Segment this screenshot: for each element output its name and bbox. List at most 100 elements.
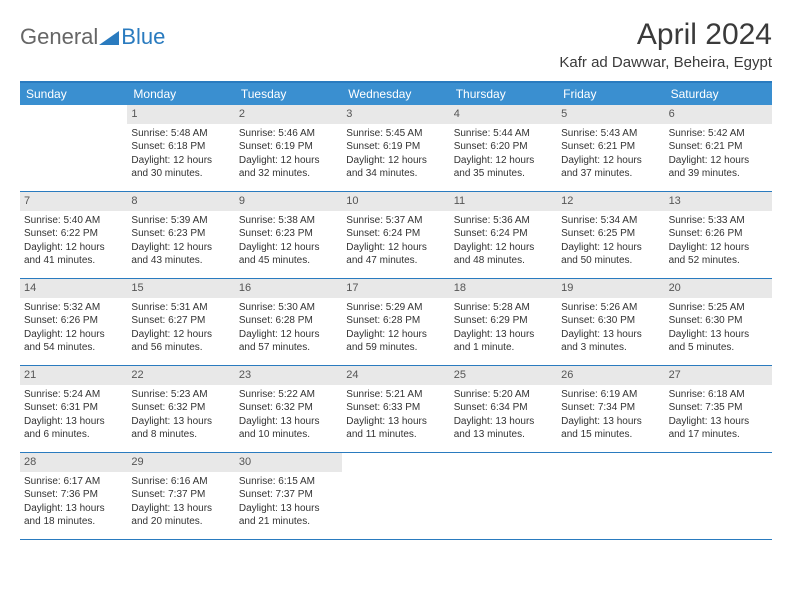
daylight-text: and 10 minutes. [239, 428, 338, 442]
sunrise-text: Sunrise: 6:18 AM [669, 388, 768, 402]
daylight-text: Daylight: 13 hours [24, 502, 123, 516]
sunset-text: Sunset: 6:34 PM [454, 401, 553, 415]
sunrise-text: Sunrise: 5:31 AM [131, 301, 230, 315]
sunrise-text: Sunrise: 5:28 AM [454, 301, 553, 315]
daylight-text: Daylight: 12 hours [239, 328, 338, 342]
daylight-text: and 48 minutes. [454, 254, 553, 268]
daylight-text: and 3 minutes. [561, 341, 660, 355]
daylight-text: Daylight: 13 hours [131, 502, 230, 516]
sunset-text: Sunset: 6:21 PM [669, 140, 768, 154]
daylight-text: Daylight: 12 hours [561, 241, 660, 255]
sunrise-text: Sunrise: 5:42 AM [669, 127, 768, 141]
sunrise-text: Sunrise: 5:24 AM [24, 388, 123, 402]
sunrise-text: Sunrise: 5:36 AM [454, 214, 553, 228]
daylight-text: and 57 minutes. [239, 341, 338, 355]
day-cell: 12Sunrise: 5:34 AMSunset: 6:25 PMDayligh… [557, 192, 664, 278]
sunrise-text: Sunrise: 5:37 AM [346, 214, 445, 228]
day-number: 28 [20, 453, 127, 472]
daylight-text: Daylight: 12 hours [454, 154, 553, 168]
day-cell: 1Sunrise: 5:48 AMSunset: 6:18 PMDaylight… [127, 105, 234, 191]
day-cell: 4Sunrise: 5:44 AMSunset: 6:20 PMDaylight… [450, 105, 557, 191]
day-cell: . [665, 453, 772, 539]
daylight-text: and 47 minutes. [346, 254, 445, 268]
title-block: April 2024 Kafr ad Dawwar, Beheira, Egyp… [559, 18, 772, 71]
daylight-text: Daylight: 13 hours [669, 415, 768, 429]
daylight-text: Daylight: 13 hours [346, 415, 445, 429]
sunset-text: Sunset: 6:18 PM [131, 140, 230, 154]
daylight-text: Daylight: 12 hours [454, 241, 553, 255]
daylight-text: and 32 minutes. [239, 167, 338, 181]
day-number: 2 [235, 105, 342, 124]
daylight-text: Daylight: 12 hours [669, 154, 768, 168]
daylight-text: Daylight: 13 hours [239, 502, 338, 516]
day-number: 15 [127, 279, 234, 298]
sunrise-text: Sunrise: 5:30 AM [239, 301, 338, 315]
daylight-text: and 6 minutes. [24, 428, 123, 442]
daylight-text: Daylight: 12 hours [131, 328, 230, 342]
daylight-text: Daylight: 13 hours [669, 328, 768, 342]
daylight-text: and 17 minutes. [669, 428, 768, 442]
day-header: Friday [557, 83, 664, 105]
sunset-text: Sunset: 6:32 PM [131, 401, 230, 415]
sunrise-text: Sunrise: 6:19 AM [561, 388, 660, 402]
week-row: 14Sunrise: 5:32 AMSunset: 6:26 PMDayligh… [20, 279, 772, 366]
day-number: 7 [20, 192, 127, 211]
day-number: 9 [235, 192, 342, 211]
sunrise-text: Sunrise: 6:16 AM [131, 475, 230, 489]
sunrise-text: Sunrise: 5:21 AM [346, 388, 445, 402]
sunrise-text: Sunrise: 5:26 AM [561, 301, 660, 315]
day-number: 21 [20, 366, 127, 385]
daylight-text: and 56 minutes. [131, 341, 230, 355]
day-number: 22 [127, 366, 234, 385]
sunrise-text: Sunrise: 5:29 AM [346, 301, 445, 315]
sunrise-text: Sunrise: 5:33 AM [669, 214, 768, 228]
day-number: 29 [127, 453, 234, 472]
day-cell: 2Sunrise: 5:46 AMSunset: 6:19 PMDaylight… [235, 105, 342, 191]
daylight-text: and 37 minutes. [561, 167, 660, 181]
day-number: 14 [20, 279, 127, 298]
daylight-text: Daylight: 12 hours [346, 328, 445, 342]
day-number: 24 [342, 366, 449, 385]
daylight-text: and 45 minutes. [239, 254, 338, 268]
day-number: 18 [450, 279, 557, 298]
day-cell: 6 Sunrise: 5:42 AMSunset: 6:21 PMDaylight… [665, 105, 772, 191]
day-number: 5 [557, 105, 664, 124]
day-cell: . [342, 453, 449, 539]
day-number: 16 [235, 279, 342, 298]
sunset-text: Sunset: 7:37 PM [239, 488, 338, 502]
day-cell: 13Sunrise: 5:33 AMSunset: 6:26 PMDayligh… [665, 192, 772, 278]
day-header: Sunday [20, 83, 127, 105]
day-number: 19 [557, 279, 664, 298]
day-cell: 10Sunrise: 5:37 AMSunset: 6:24 PMDayligh… [342, 192, 449, 278]
sunset-text: Sunset: 6:30 PM [561, 314, 660, 328]
day-header: Tuesday [235, 83, 342, 105]
daylight-text: Daylight: 13 hours [454, 415, 553, 429]
sunrise-text: Sunrise: 5:32 AM [24, 301, 123, 315]
daylight-text: Daylight: 12 hours [24, 328, 123, 342]
day-header: Wednesday [342, 83, 449, 105]
daylight-text: Daylight: 13 hours [239, 415, 338, 429]
daylight-text: and 34 minutes. [346, 167, 445, 181]
day-number: 23 [235, 366, 342, 385]
header: General Blue April 2024 Kafr ad Dawwar, … [20, 18, 772, 71]
day-number: 26 [557, 366, 664, 385]
day-cell: 15Sunrise: 5:31 AMSunset: 6:27 PMDayligh… [127, 279, 234, 365]
sunset-text: Sunset: 6:32 PM [239, 401, 338, 415]
sunset-text: Sunset: 7:37 PM [131, 488, 230, 502]
daylight-text: and 52 minutes. [669, 254, 768, 268]
daylight-text: and 41 minutes. [24, 254, 123, 268]
sunset-text: Sunset: 6:23 PM [239, 227, 338, 241]
sunrise-text: Sunrise: 5:43 AM [561, 127, 660, 141]
week-row: 28Sunrise: 6:17 AMSunset: 7:36 PMDayligh… [20, 453, 772, 540]
daylight-text: and 20 minutes. [131, 515, 230, 529]
day-cell: 8Sunrise: 5:39 AMSunset: 6:23 PMDaylight… [127, 192, 234, 278]
sunrise-text: Sunrise: 5:20 AM [454, 388, 553, 402]
sunset-text: Sunset: 6:31 PM [24, 401, 123, 415]
logo-triangle-icon [99, 29, 119, 45]
sunset-text: Sunset: 6:30 PM [669, 314, 768, 328]
day-number: 6 [665, 105, 772, 124]
day-cell: 17Sunrise: 5:29 AMSunset: 6:28 PMDayligh… [342, 279, 449, 365]
sunrise-text: Sunrise: 5:25 AM [669, 301, 768, 315]
sunrise-text: Sunrise: 5:44 AM [454, 127, 553, 141]
sunset-text: Sunset: 6:19 PM [346, 140, 445, 154]
